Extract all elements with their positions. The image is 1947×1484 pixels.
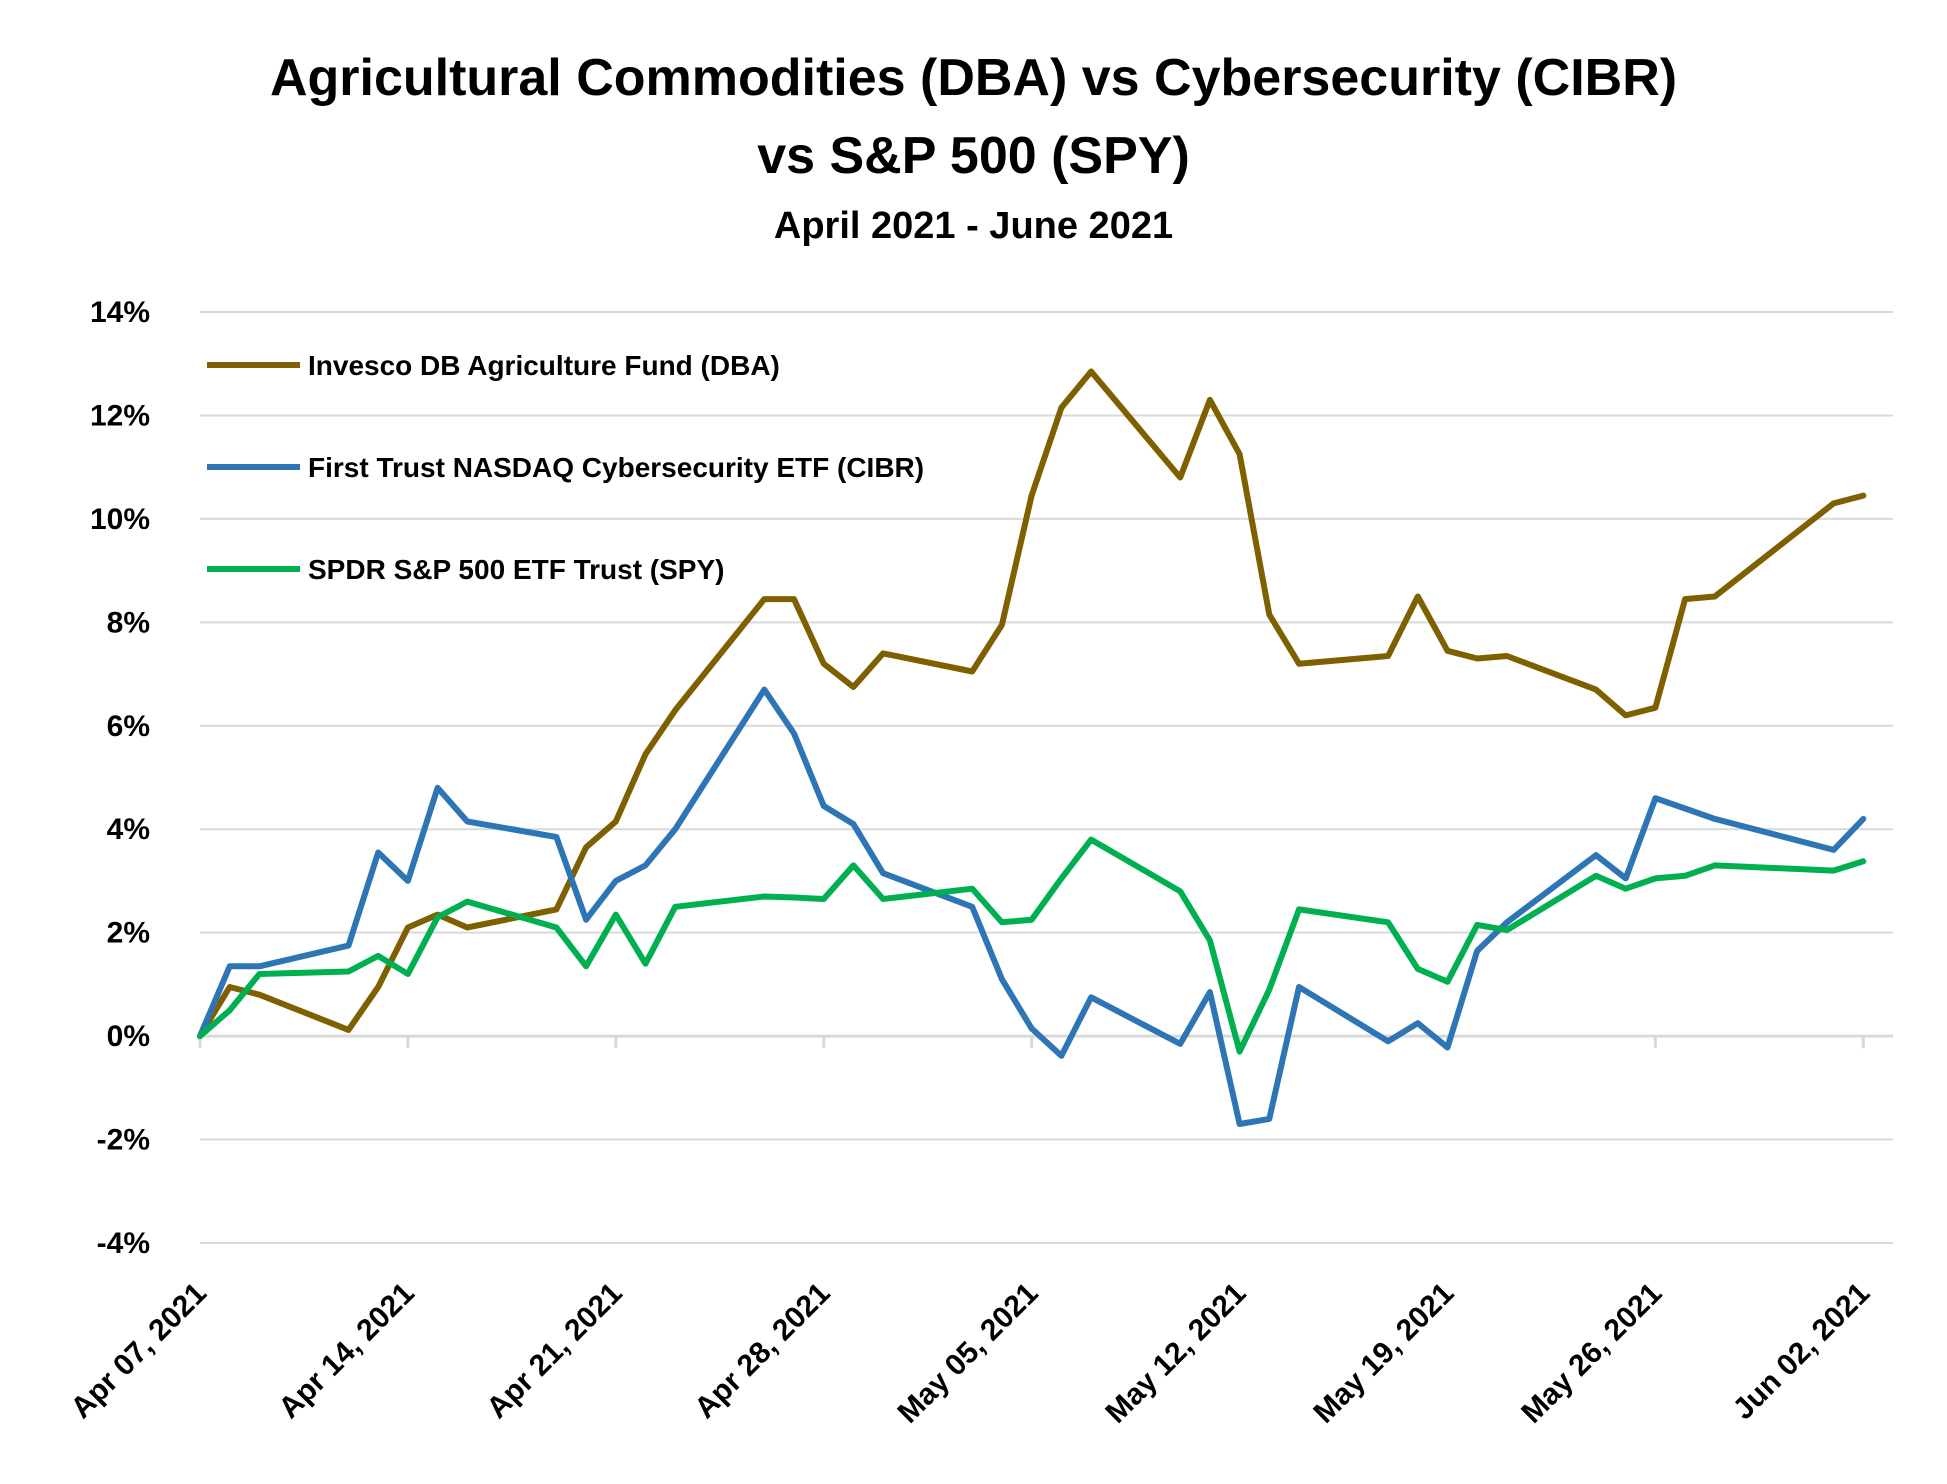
legend-label-2: SPDR S&P 500 ETF Trust (SPY) [308,554,725,585]
x-tick-label: Apr 07, 2021 [65,1277,213,1425]
x-tick-label: Apr 21, 2021 [480,1277,628,1425]
y-tick-label: -4% [97,1227,150,1260]
series-line-0 [197,368,1867,1040]
x-tick-label: Apr 14, 2021 [273,1277,421,1425]
legend-label-1: First Trust NASDAQ Cybersecurity ETF (CI… [308,452,924,483]
gridlines [200,311,1893,1244]
x-tick-label: May 26, 2021 [1515,1277,1668,1430]
x-tick-label: May 12, 2021 [1099,1277,1252,1430]
y-tick-label: 12% [90,399,150,432]
y-tick-label: 4% [107,813,150,846]
chart-title-line-2: vs S&P 500 (SPY) [757,127,1190,185]
y-tick-label: 10% [90,503,150,536]
y-axis-tick-labels: 14% 12% 10% 8% 6% 4% 2% 0% -2% -4% [90,296,150,1260]
chart-subtitle: April 2021 - June 2021 [773,205,1174,247]
x-tick-label: Apr 28, 2021 [688,1277,836,1425]
series-line-2 [197,836,1867,1055]
series-line-1 [197,686,1867,1127]
y-tick-label: 2% [107,917,150,950]
y-tick-label: 0% [107,1020,150,1053]
y-tick-label: 6% [107,710,150,743]
x-tick-label: May 05, 2021 [892,1277,1045,1430]
y-tick-label: 8% [107,606,150,639]
series-lines [197,368,1867,1127]
x-tick-label: May 19, 2021 [1307,1277,1460,1430]
x-tick-label: Jun 02, 2021 [1727,1277,1877,1427]
chart-title-line-1: Agricultural Commodities (DBA) vs Cybers… [269,49,1678,107]
y-tick-label: 14% [90,296,150,329]
y-tick-label: -2% [97,1124,150,1157]
legend: Invesco DB Agriculture Fund (DBA) First T… [207,350,924,585]
x-axis-tick-labels: Apr 07, 2021 Apr 14, 2021 Apr 21, 2021 Apr … [65,1277,1877,1430]
legend-label-0: Invesco DB Agriculture Fund (DBA) [308,350,780,381]
